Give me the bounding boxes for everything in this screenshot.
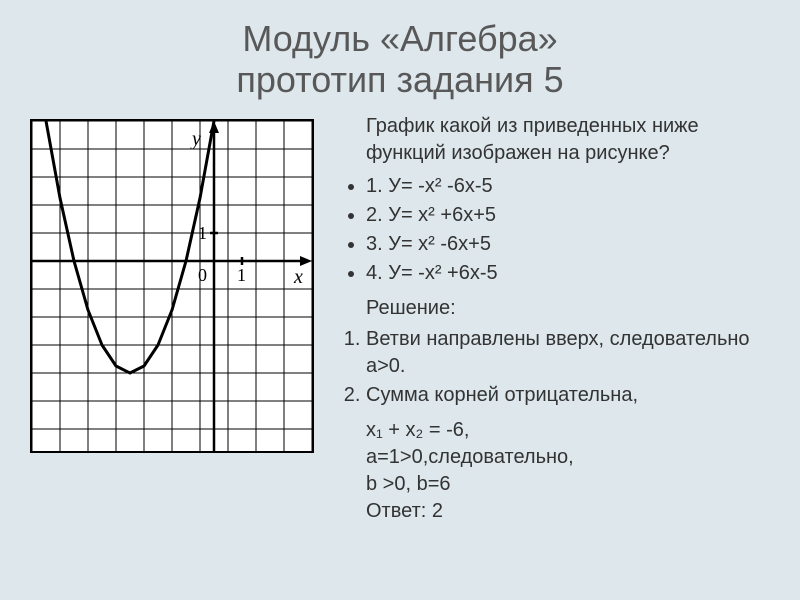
graph-panel: y x 0 1 1 [30, 119, 314, 453]
b-line: b >0, b=6 [366, 471, 770, 498]
option-item: 3. У= х² -6х+5 [366, 231, 770, 258]
option-item: 2. У= х² +6х+5 [366, 202, 770, 229]
solution-steps: Ветви направлены вверх, следовательно а>… [338, 326, 770, 409]
option-item: 1. У= -х² -6х-5 [366, 173, 770, 200]
slide-title: Модуль «Алгебра» прототип задания 5 [30, 18, 770, 101]
question-text: График какой из приведенных ниже функций… [366, 113, 770, 167]
roots-line: х₁ + х₂ = -6, [366, 417, 770, 444]
solution-label: Решение: [366, 295, 770, 322]
svg-text:y: y [190, 128, 201, 150]
content-row: y x 0 1 1 График какой из приведенных ниже ф… [30, 113, 770, 525]
svg-text:0: 0 [198, 265, 207, 285]
title-line-2: прототип задания 5 [236, 59, 563, 100]
option-list: 1. У= -х² -6х-52. У= х² +6х+53. У= х² -6… [338, 173, 770, 287]
svg-text:1: 1 [198, 223, 207, 243]
answer-line: Ответ: 2 [366, 498, 770, 525]
solution-step: Сумма корней отрицательна, [366, 382, 770, 409]
svg-text:x: x [293, 266, 303, 288]
graph-svg: y x 0 1 1 [32, 121, 312, 451]
svg-text:1: 1 [237, 265, 246, 285]
text-column: График какой из приведенных ниже функций… [338, 113, 770, 525]
solution-step: Ветви направлены вверх, следовательно а>… [366, 326, 770, 380]
title-line-1: Модуль «Алгебра» [242, 18, 557, 59]
option-item: 4. У= -х² +6х-5 [366, 260, 770, 287]
a-line: а=1>0,следовательно, [366, 444, 770, 471]
